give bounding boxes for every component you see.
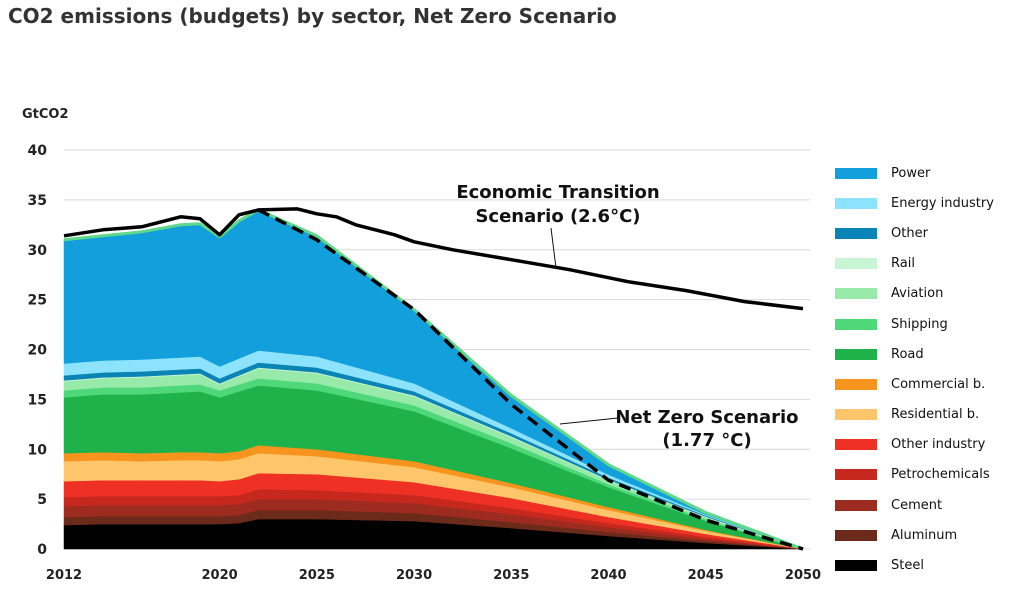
y-tick-label: 40 xyxy=(28,143,48,159)
legend-swatch xyxy=(835,318,877,330)
legend-label: Commercial b. xyxy=(891,376,986,392)
legend-swatch xyxy=(835,227,877,239)
legend-label: Power xyxy=(891,165,931,181)
chart-title: CO2 emissions (budgets) by sector, Net Z… xyxy=(8,4,617,28)
annotation-economic-transition-leader xyxy=(550,227,557,269)
x-tick-label: 2040 xyxy=(590,568,626,583)
x-tick-label: 2012 xyxy=(46,568,82,583)
legend-label: Other industry xyxy=(891,437,986,453)
x-tick-label: 2045 xyxy=(688,568,724,583)
legend-item: Cement xyxy=(835,490,1025,520)
legend-swatch xyxy=(835,439,877,451)
y-tick-label: 30 xyxy=(28,243,48,259)
legend-item: Aluminum xyxy=(835,520,1025,550)
x-tick-label: 2030 xyxy=(396,568,432,583)
legend: Power Energy industry Other Rail Aviation Shi… xyxy=(835,158,1025,581)
legend-label: Cement xyxy=(891,497,943,513)
legend-swatch xyxy=(835,258,877,270)
legend-swatch xyxy=(835,469,877,481)
legend-item: Rail xyxy=(835,249,1025,279)
y-tick-labels: 0 5 10 15 20 25 30 35 40 xyxy=(28,143,48,558)
y-tick-label: 35 xyxy=(28,193,47,209)
annotation-economic-transition-line1: Economic Transition xyxy=(456,182,659,203)
y-tick-label: 0 xyxy=(37,542,47,558)
stacked-areas xyxy=(63,208,804,551)
legend-label: Rail xyxy=(891,256,915,272)
x-tick-label: 2050 xyxy=(785,568,821,583)
x-tick-labels: 2012 2020 2025 2030 2035 2040 2045 2050 xyxy=(46,568,821,583)
annotation-net-zero-leader xyxy=(559,417,619,425)
y-axis-label: GtCO2 xyxy=(22,107,69,122)
x-tick-label: 2025 xyxy=(299,568,335,583)
legend-swatch xyxy=(835,167,877,179)
y-tick-label: 20 xyxy=(28,343,48,359)
legend-label: Other xyxy=(891,225,928,241)
legend-swatch xyxy=(835,499,877,511)
legend-item: Commercial b. xyxy=(835,369,1025,399)
legend-swatch xyxy=(835,560,877,572)
legend-item: Residential b. xyxy=(835,400,1025,430)
legend-item: Road xyxy=(835,339,1025,369)
legend-swatch xyxy=(835,409,877,421)
y-tick-label: 5 xyxy=(37,492,47,508)
legend-label: Steel xyxy=(891,558,924,574)
legend-label: Road xyxy=(891,346,924,362)
x-tick-label: 2020 xyxy=(201,568,237,583)
legend-label: Energy industry xyxy=(891,195,994,211)
legend-swatch xyxy=(835,288,877,300)
legend-swatch xyxy=(835,197,877,209)
economic-transition-line xyxy=(63,207,804,311)
legend-swatch xyxy=(835,529,877,541)
legend-swatch xyxy=(835,348,877,360)
legend-item: Aviation xyxy=(835,279,1025,309)
legend-item: Shipping xyxy=(835,309,1025,339)
legend-swatch xyxy=(835,378,877,390)
legend-item: Petrochemicals xyxy=(835,460,1025,490)
legend-label: Petrochemicals xyxy=(891,467,990,483)
legend-item: Energy industry xyxy=(835,188,1025,218)
legend-item: Power xyxy=(835,158,1025,188)
legend-label: Aluminum xyxy=(891,527,958,543)
annotation-economic-transition-line2: Scenario (2.6°C) xyxy=(475,206,640,227)
annotation-net-zero-line2: (1.77 °C) xyxy=(662,430,751,451)
legend-label: Residential b. xyxy=(891,407,980,423)
legend-label: Shipping xyxy=(891,316,948,332)
annotation-net-zero-line1: Net Zero Scenario xyxy=(615,407,798,428)
net-zero-line xyxy=(257,208,804,551)
legend-item: Other industry xyxy=(835,430,1025,460)
scenario-lines xyxy=(63,207,804,551)
stack-top-edge xyxy=(63,208,804,551)
x-tick-label: 2035 xyxy=(493,568,529,583)
annotation-net-zero: Net Zero Scenario (1.77 °C) xyxy=(559,407,799,451)
y-tick-label: 25 xyxy=(28,293,47,309)
y-tick-label: 10 xyxy=(28,442,48,458)
legend-item: Other xyxy=(835,218,1025,248)
y-tick-label: 15 xyxy=(28,392,47,408)
legend-label: Aviation xyxy=(891,286,944,302)
annotation-economic-transition: Economic Transition Scenario (2.6°C) xyxy=(456,182,660,269)
legend-item: Steel xyxy=(835,550,1025,580)
